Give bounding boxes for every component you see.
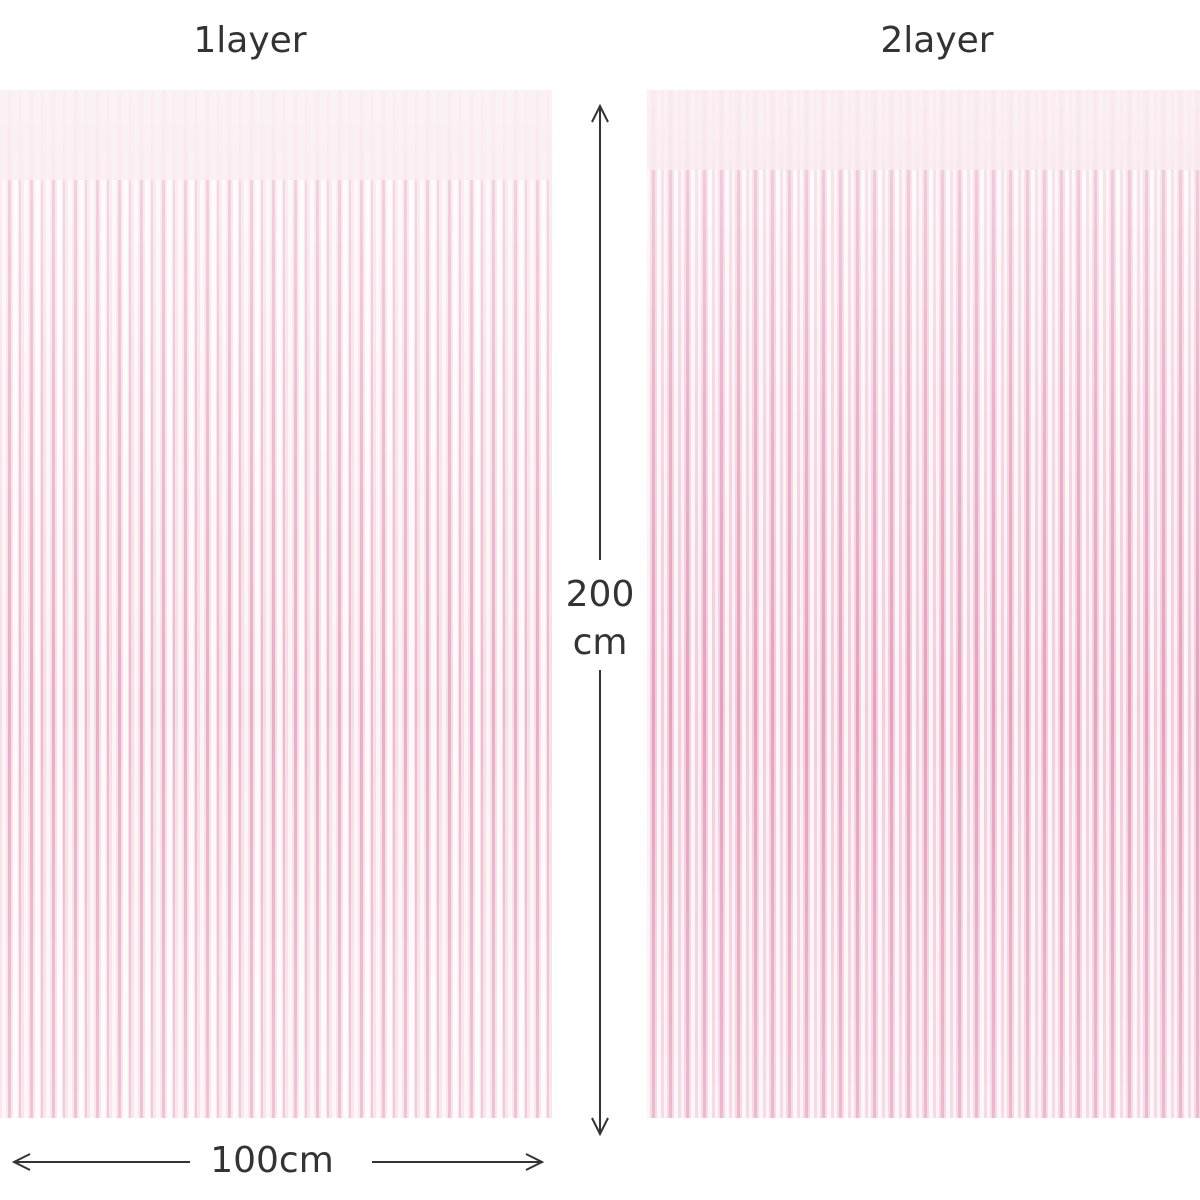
curtain-two-layer <box>647 90 1200 1118</box>
panel-label: 2layer <box>880 20 993 61</box>
panel-label: 1layer <box>193 20 306 61</box>
curtain-one-layer <box>0 90 552 1118</box>
height-label: 200 <box>566 574 635 615</box>
height-unit: cm <box>573 622 628 663</box>
width-label: 100cm <box>210 1140 334 1181</box>
